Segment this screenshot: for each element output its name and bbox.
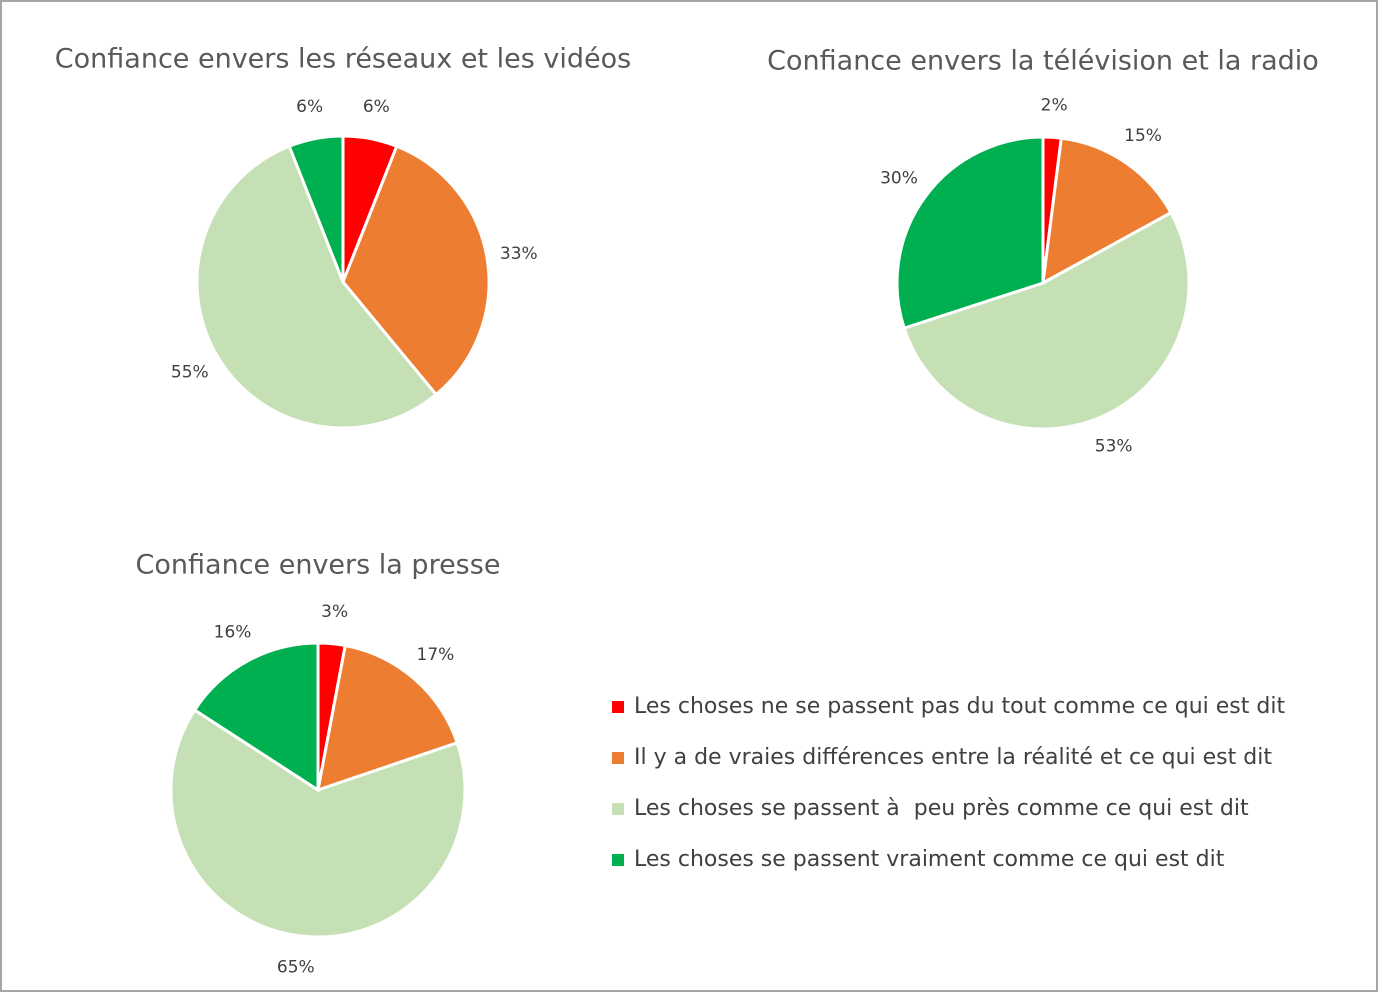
pie-slice bbox=[895, 135, 1045, 331]
value-label: 53% bbox=[1095, 436, 1133, 456]
pie-slice bbox=[341, 144, 491, 397]
chart-title: Confiance envers la presse bbox=[136, 550, 501, 581]
value-label: 33% bbox=[500, 244, 538, 264]
value-label: 6% bbox=[296, 97, 323, 117]
legend-swatch bbox=[612, 803, 624, 815]
value-label: 65% bbox=[277, 958, 315, 978]
value-label: 30% bbox=[880, 168, 918, 188]
legend-label: Les choses se passent vraiment comme ce … bbox=[634, 847, 1225, 872]
pie-slice bbox=[195, 144, 439, 430]
legend-label: Les choses se passent à peu près comme c… bbox=[634, 796, 1249, 821]
value-label: 2% bbox=[1041, 95, 1068, 115]
legend-label: Les choses ne se passent pas du tout com… bbox=[634, 694, 1285, 719]
value-label: 15% bbox=[1124, 126, 1162, 146]
pie-slice bbox=[287, 134, 345, 283]
value-label: 16% bbox=[214, 623, 252, 643]
legend-swatch bbox=[612, 752, 624, 764]
value-label: 17% bbox=[417, 645, 455, 665]
value-label: 3% bbox=[321, 602, 348, 622]
legend-swatch bbox=[612, 854, 624, 866]
value-label: 55% bbox=[171, 363, 209, 383]
chart-title: Confiance envers la télévision et la rad… bbox=[767, 46, 1319, 77]
pie-slice bbox=[902, 210, 1191, 431]
legend-swatch bbox=[612, 701, 624, 713]
pie-slice bbox=[169, 707, 467, 939]
legend-label: Il y a de vraies différences entre la ré… bbox=[634, 745, 1272, 770]
pie-slice bbox=[1041, 136, 1173, 286]
pie-slice bbox=[192, 641, 320, 793]
chart-title: Confiance envers les réseaux et les vidé… bbox=[55, 44, 631, 75]
value-label: 6% bbox=[363, 97, 390, 117]
